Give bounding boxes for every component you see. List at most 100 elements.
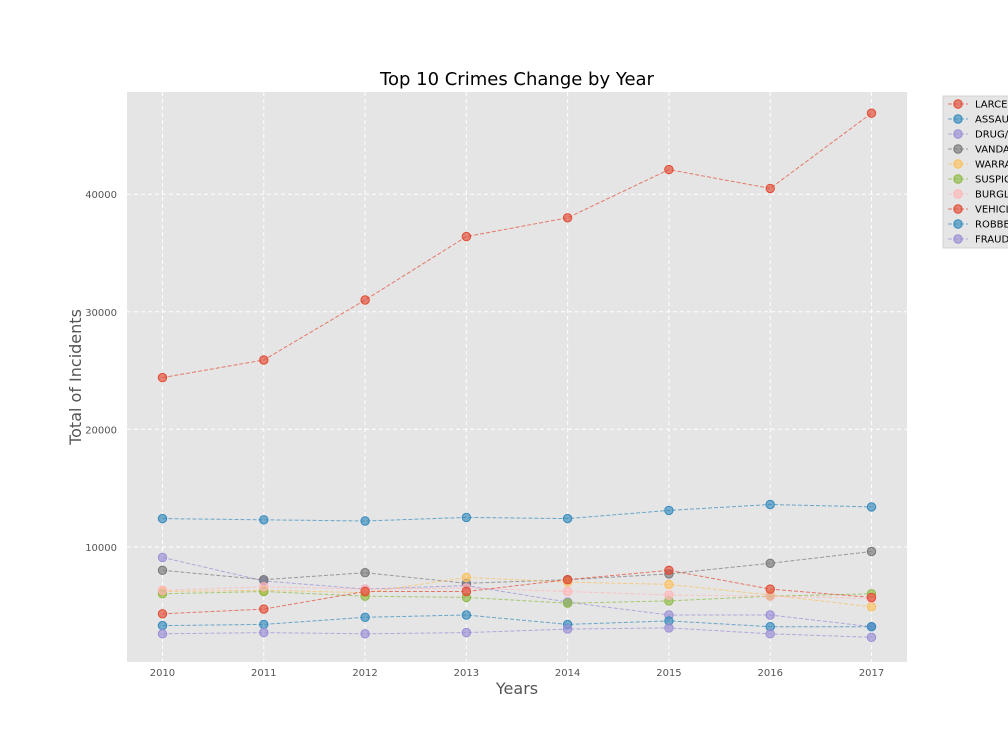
x-axis-title: Years	[495, 679, 538, 698]
data-point	[765, 183, 775, 194]
data-point	[461, 627, 472, 638]
series-line-2	[162, 556, 872, 628]
data-point	[765, 610, 775, 620]
legend-marker	[953, 99, 963, 109]
x-tick-label: 2013	[454, 668, 479, 679]
data-point	[562, 624, 573, 634]
data-point	[157, 609, 168, 619]
legend-marker	[953, 159, 963, 169]
x-tick-labels: 2010 2011 2012 2013 2014 2015 2016 2017	[150, 668, 885, 679]
data-point	[360, 612, 370, 622]
x-tick-label: 2016	[758, 668, 783, 679]
data-point	[664, 164, 674, 175]
data-point	[866, 602, 877, 612]
data-point	[259, 604, 269, 614]
y-tick-labels: 10000 20000 30000 40000	[85, 190, 117, 554]
legend-item: VANDA	[948, 144, 1008, 156]
legend-marker	[953, 129, 963, 139]
data-point	[664, 590, 674, 600]
legend-label: SUSPIC	[975, 175, 1008, 186]
series-line-4	[162, 576, 872, 608]
data-point	[259, 355, 269, 365]
legend-marker	[953, 219, 963, 229]
legend-label: DRUG/	[975, 130, 1008, 141]
legend-item: VEHICL	[948, 204, 1008, 216]
data-point	[157, 552, 168, 563]
legend-label: LARCE	[975, 100, 1007, 111]
data-point	[157, 629, 168, 639]
series-points	[157, 108, 877, 642]
y-tick-label: 40000	[85, 190, 117, 201]
y-axis-title: Total of Incidents	[66, 309, 85, 446]
legend-label: BURGL	[975, 190, 1008, 201]
series-line-9	[162, 627, 872, 638]
data-point	[866, 622, 877, 632]
legend-item: BURGL	[948, 189, 1008, 201]
data-point	[664, 579, 674, 590]
legend-item: ASSAU	[948, 114, 1008, 126]
plot-area	[127, 92, 907, 662]
data-point	[461, 610, 472, 620]
legend-marker	[953, 189, 963, 199]
legend-label: FRAUD	[975, 235, 1008, 246]
data-point	[157, 372, 168, 383]
legend-marker	[953, 174, 963, 184]
x-tick-label: 2017	[859, 668, 884, 679]
legend-marker	[953, 204, 963, 214]
data-point	[664, 623, 674, 633]
chart-title: Top 10 Crimes Change by Year	[379, 69, 655, 90]
data-point	[360, 629, 370, 639]
legend-item: ROBBE	[948, 219, 1008, 231]
x-tick-label: 2010	[150, 668, 175, 679]
legend-label: VEHICL	[975, 205, 1008, 216]
data-point	[562, 213, 573, 223]
series-line-3	[162, 551, 872, 584]
data-point	[157, 585, 168, 595]
legend-item: LARCE	[948, 99, 1007, 111]
data-point	[664, 565, 674, 575]
data-point	[765, 499, 775, 510]
data-point	[360, 295, 370, 305]
series-lines	[162, 112, 872, 638]
data-point	[866, 632, 877, 642]
series-line-8	[162, 614, 872, 628]
legend-item: FRAUD	[948, 234, 1008, 246]
x-tick-label: 2014	[555, 668, 580, 679]
x-tick-label: 2012	[352, 668, 377, 679]
legend-marker	[953, 234, 963, 244]
data-point	[360, 516, 370, 526]
legend-label: ROBBE	[975, 220, 1008, 231]
data-point	[866, 502, 877, 512]
legend-label: WARRA	[975, 160, 1008, 171]
series-line-0	[162, 112, 872, 379]
legend-marker	[953, 144, 963, 154]
series-line-7	[162, 569, 872, 615]
y-tick-label: 20000	[85, 425, 117, 436]
series-line-6	[162, 586, 872, 599]
legend-marker	[953, 114, 963, 124]
legend-item: DRUG/	[948, 129, 1008, 141]
data-point	[461, 586, 472, 597]
data-point	[866, 546, 877, 557]
data-point	[562, 575, 573, 585]
legend: LARCE ASSAU DRUG/VANDA WARRA SUSPIC BURGL VEHI…	[942, 95, 1008, 249]
data-point	[562, 586, 573, 597]
data-point	[866, 108, 877, 118]
data-point	[157, 565, 168, 575]
data-point	[259, 582, 269, 592]
series-line-5	[162, 590, 872, 604]
data-point	[157, 620, 168, 631]
data-point	[866, 592, 877, 603]
data-point	[765, 558, 775, 568]
data-point	[360, 568, 370, 578]
x-tick-label: 2011	[251, 668, 276, 679]
data-point	[461, 512, 472, 523]
legend-item: SUSPIC	[948, 174, 1008, 186]
legend-label: ASSAU	[975, 115, 1008, 126]
data-point	[259, 619, 269, 630]
legend-label: VANDA	[975, 145, 1008, 156]
data-point	[259, 515, 269, 525]
data-point	[765, 629, 775, 639]
data-point	[765, 584, 775, 594]
